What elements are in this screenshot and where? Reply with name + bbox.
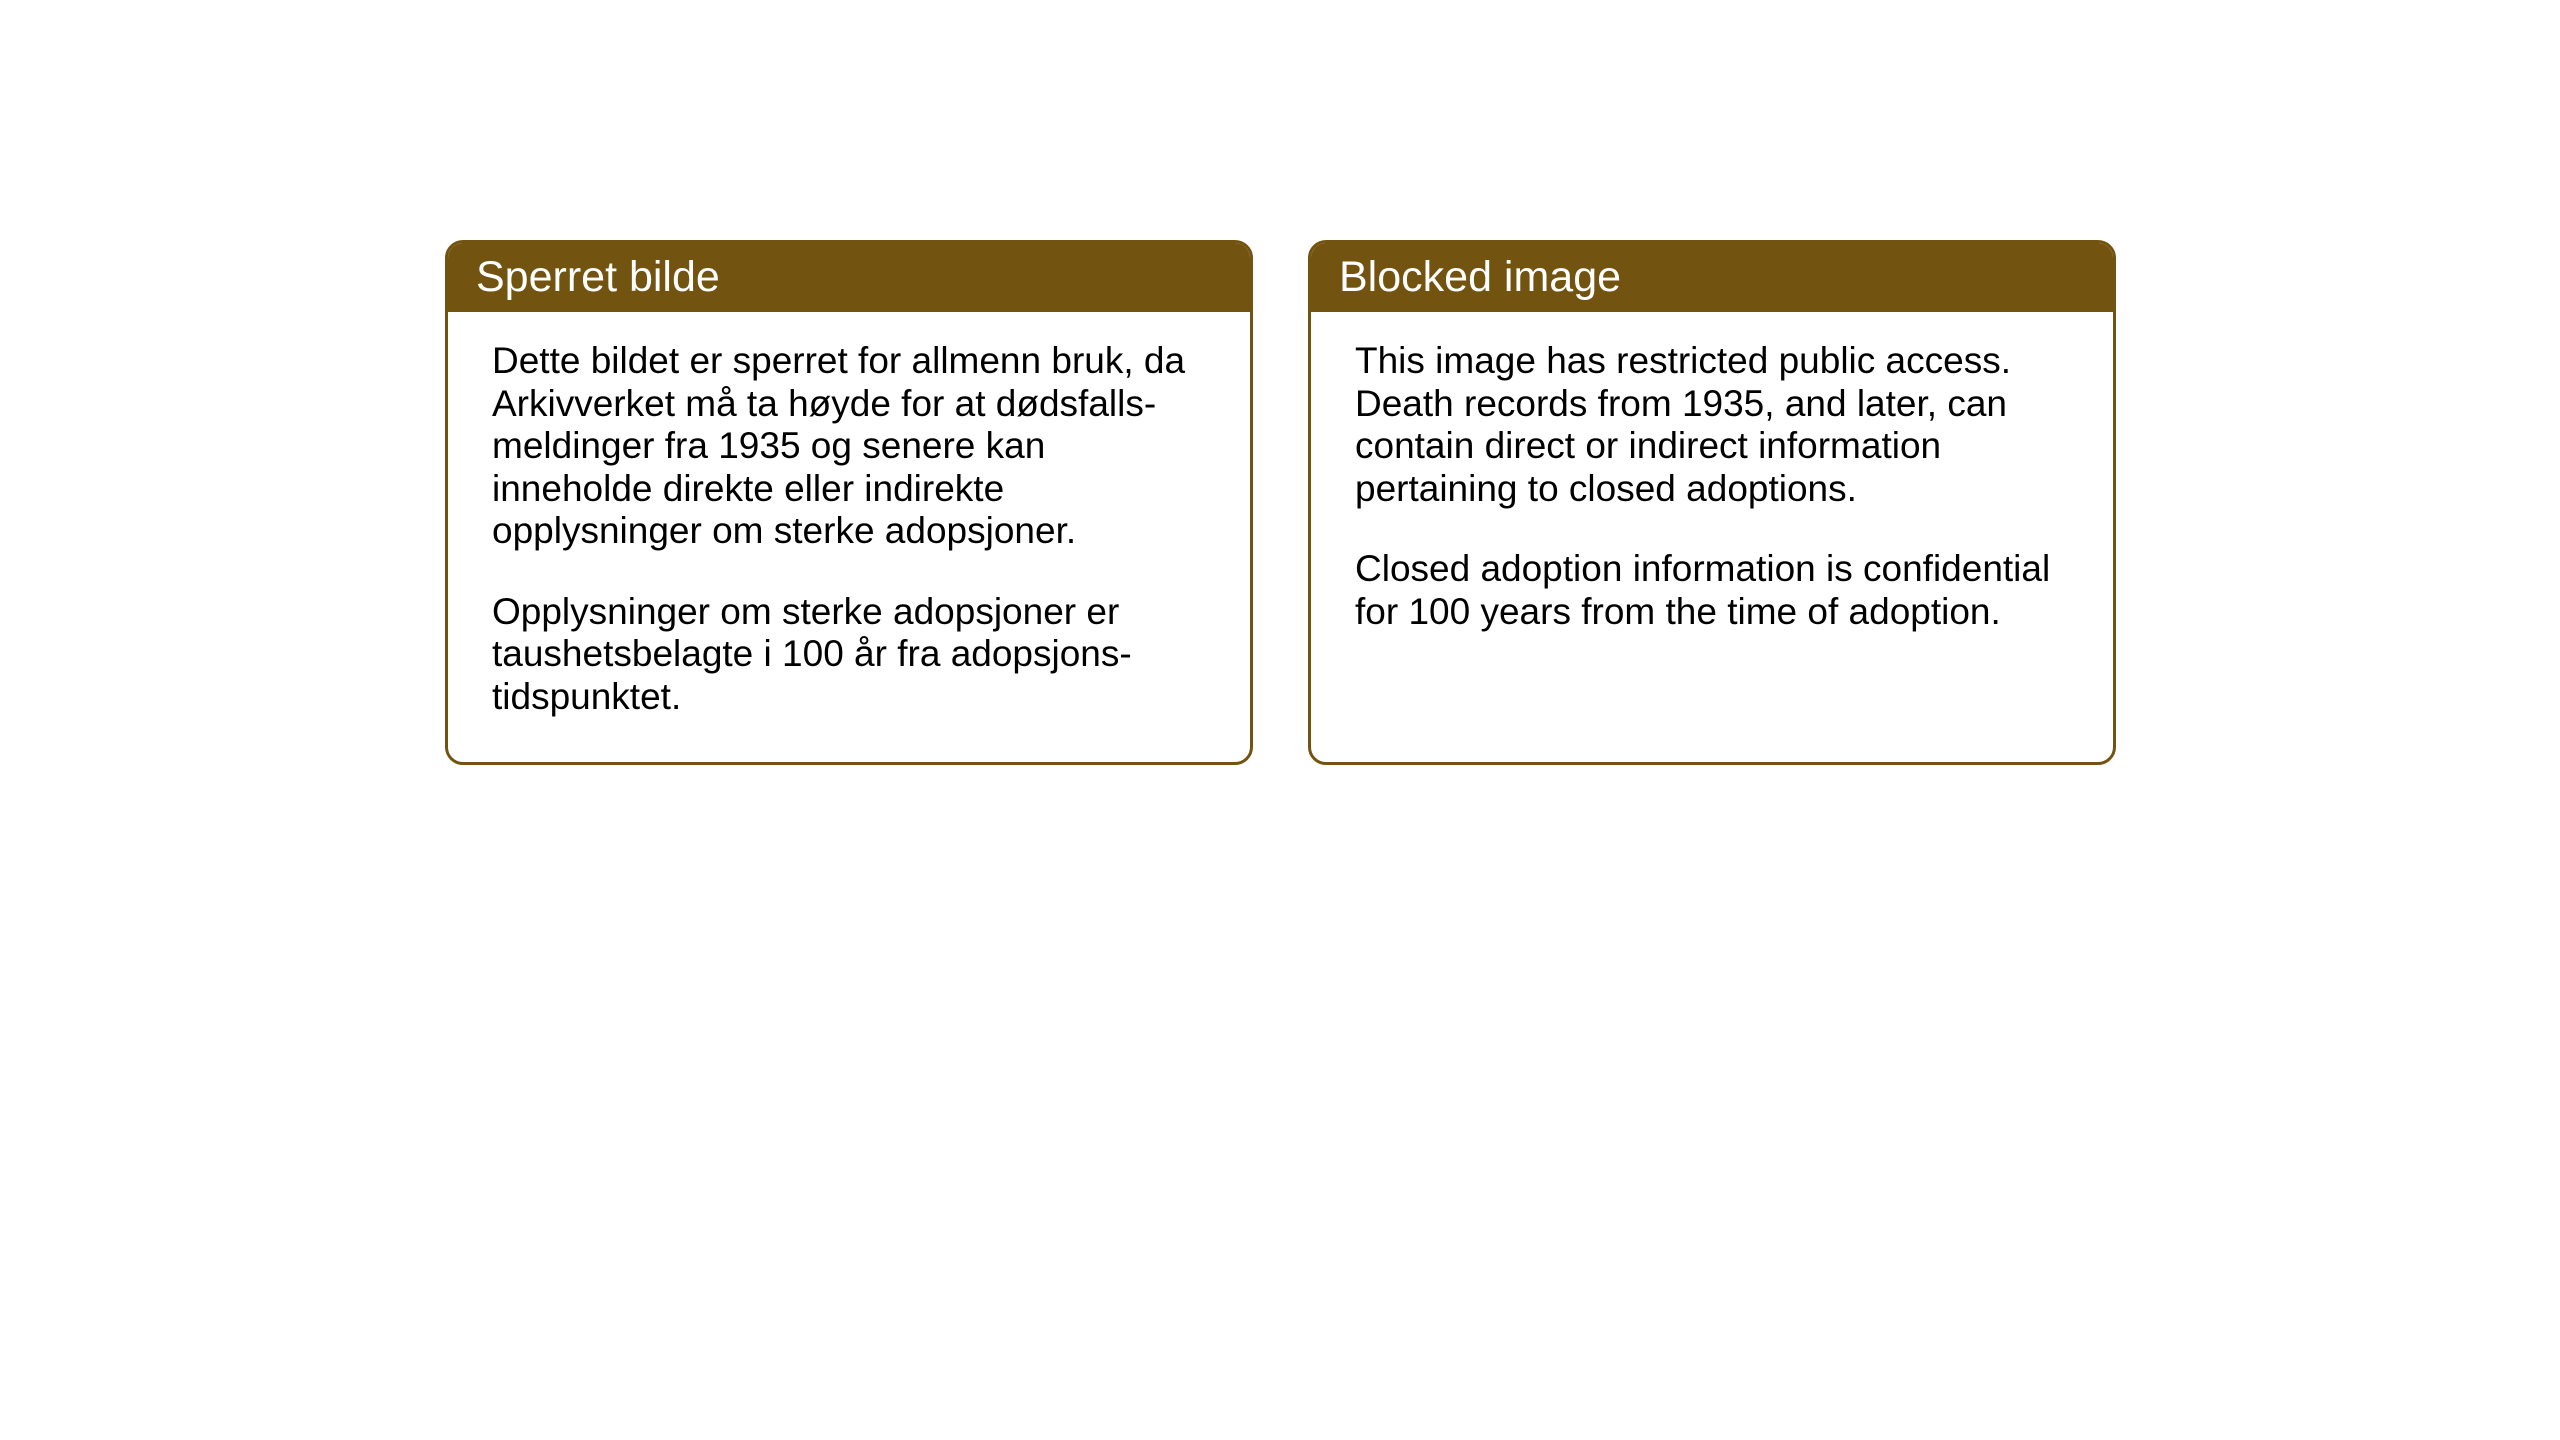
english-card-title: Blocked image	[1311, 243, 2113, 312]
norwegian-card-title: Sperret bilde	[448, 243, 1250, 312]
english-notice-card: Blocked image This image has restricted …	[1308, 240, 2116, 765]
english-card-body: This image has restricted public access.…	[1311, 312, 2113, 732]
notice-cards-container: Sperret bilde Dette bildet er sperret fo…	[445, 240, 2116, 765]
english-paragraph-1: This image has restricted public access.…	[1355, 340, 2069, 510]
norwegian-paragraph-2: Opplysninger om sterke adopsjoner er tau…	[492, 591, 1206, 719]
norwegian-notice-card: Sperret bilde Dette bildet er sperret fo…	[445, 240, 1253, 765]
norwegian-card-body: Dette bildet er sperret for allmenn bruk…	[448, 312, 1250, 762]
norwegian-paragraph-1: Dette bildet er sperret for allmenn bruk…	[492, 340, 1206, 553]
english-paragraph-2: Closed adoption information is confident…	[1355, 548, 2069, 633]
